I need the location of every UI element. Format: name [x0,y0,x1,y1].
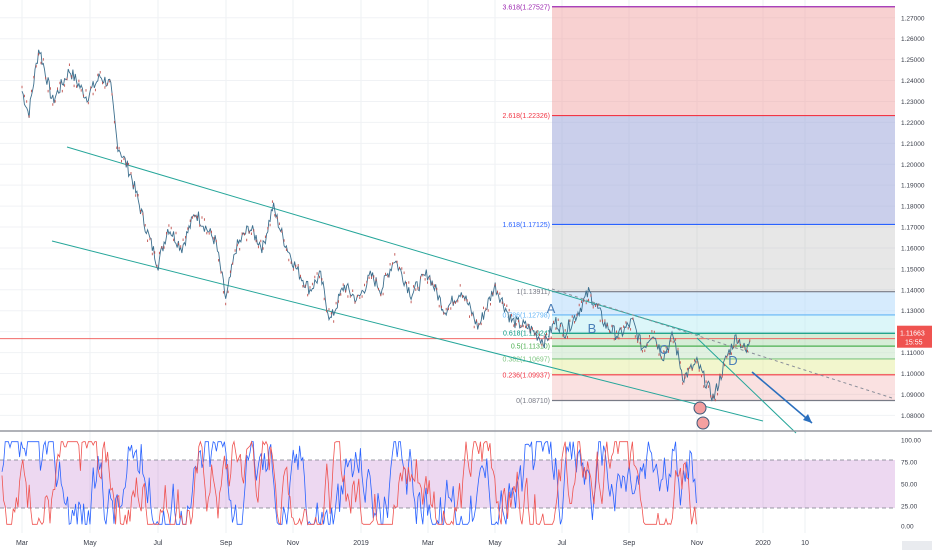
axes: 1.27000 1.26000 1.25000 1.24000 1.23000 1.220… [0,15,932,550]
price-wicks [21,53,751,402]
oscillator-axis-tick: 75.00 [901,460,918,467]
fib-level-label: 1.618(1.17125) [503,222,550,229]
price-axis-tick: 1.08000 [901,413,925,420]
price-axis-tick: 1.27000 [901,15,925,22]
fib-zone [552,6,895,116]
fib-level-label: 3.618(1.27527) [503,4,550,11]
time-axis-tick: May [83,540,97,547]
fib-level-label: 1(1.13911) [517,289,550,296]
annotations: A B C D [547,301,813,430]
oscillator-panel [0,440,895,526]
price-axis-tick: 1.13000 [901,308,925,315]
fib-level-label: 0.786(1.12798) [503,312,550,319]
price-axis-tick: 1.19000 [901,183,925,190]
fib-level-label: 0.5(1.11310) [511,344,550,351]
oscillator-axis-tick: 50.00 [901,482,918,489]
fib-zones [552,6,895,401]
price-axis-tick: 1.17000 [901,225,925,232]
oscillator-axis-tick: 0.00 [901,524,914,531]
channel-upper-line [66,146,701,336]
price-axis-tick: 1.16000 [901,245,925,252]
fib-level-label: 0.618(1.11924) [503,331,550,338]
time-axis-tick: Jul [154,540,163,547]
fib-zone [552,374,895,401]
oscillator-axis-tick: 25.00 [901,504,918,511]
channel-lower-line [51,240,764,422]
price-axis-tick: 1.20000 [901,162,925,169]
time-axis-tick: Sep [623,540,636,547]
projection-arrow [751,371,813,424]
price-axis-tick: 1.22000 [901,120,925,127]
oscillator-line [1,440,697,526]
fib-zone [552,115,895,225]
event-marker-icon [696,416,710,430]
fib-level-label: 0.236(1.09937) [503,372,550,379]
time-axis-tick: Nov [287,540,300,547]
fib-zone [552,358,895,375]
time-axis-tick: Mar [422,540,435,547]
price-axis-tick: 1.18000 [901,204,925,211]
price-axis-tick: 1.25000 [901,57,925,64]
time-axis-tick: 2020 [755,540,771,547]
fib-zone [552,314,895,334]
current-price-timer: 15:55 [905,340,923,347]
wave-label-c: C [659,342,668,357]
price-axis-tick: 1.11000 [901,350,924,357]
fib-zone [552,224,895,292]
time-axis-tick: Jul [558,540,567,547]
time-axis-tick: Sep [220,540,233,547]
oscillator-line [1,440,697,526]
current-price-tag [897,325,932,348]
time-axis-tick: Nov [691,540,704,547]
axis-corner [902,541,932,550]
price-axis-tick: 1.23000 [901,99,925,106]
wave-label-d: D [728,353,737,368]
price-axis-tick: 1.14000 [901,287,925,294]
fib-levels: 0(1.08710) 0.236(1.09937) 0.382(1.10697) 0.… [0,4,895,405]
wave-label-a: A [547,301,556,316]
oscillator-axis-tick: 100.00 [901,438,921,445]
price-line [21,49,751,402]
projection-channel-line [696,337,797,434]
time-axis-tick: May [488,540,502,547]
time-axis-tick: 10 [801,540,809,547]
price-axis-tick: 1.21000 [901,141,925,148]
trend-channel [51,146,893,434]
time-axis-tick: Mar [16,540,29,547]
fib-level-label: 0.382(1.10697) [503,356,550,363]
price-axis-tick: 1.26000 [901,36,925,43]
price-axis-tick: 1.24000 [901,78,925,85]
price-axis-tick: 1.15000 [901,266,925,273]
wave-label-b: B [588,321,597,336]
projection-arrowhead [803,414,812,423]
price-series [21,49,751,402]
fib-level-label: 0(1.08710) [516,398,550,405]
fib-level-label: 2.618(1.22326) [503,113,550,120]
event-marker-icon [693,401,707,415]
fib-zone [552,291,895,315]
time-axis-tick: 2019 [353,540,369,547]
fib-zone [552,346,895,359]
price-axis-tick: 1.10000 [901,371,925,378]
current-price-value: 1.11663 [900,331,925,338]
price-axis-tick: 1.09000 [901,392,925,399]
